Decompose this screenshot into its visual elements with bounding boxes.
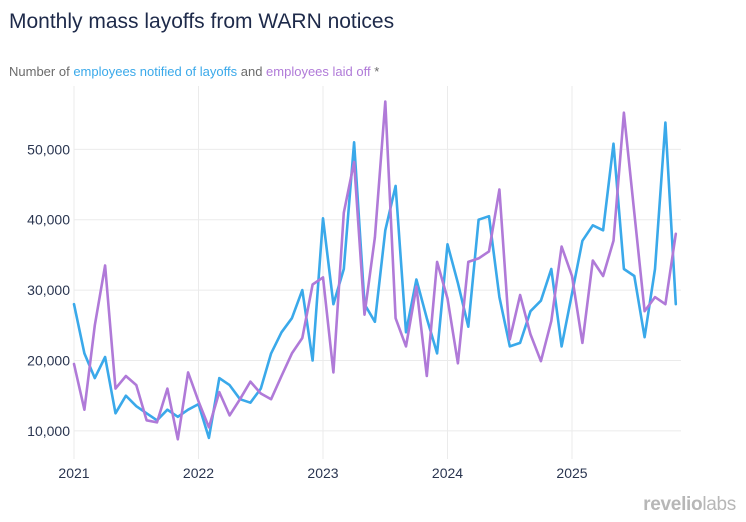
subtitle-suffix: * [370, 64, 380, 79]
legend-notified: employees notified of layoffs [73, 64, 238, 79]
y-axis: 10,000 20,000 30,000 40,000 50,000 [27, 141, 70, 439]
brand-logo: reveliolabs [643, 494, 736, 516]
chart-subtitle: Number of employees notified of layoffs … [9, 64, 379, 79]
chart-title: Monthly mass layoffs from WARN notices [9, 10, 395, 33]
grid-layer [73, 86, 681, 459]
brand-name: revelio [643, 494, 703, 515]
series-laid-off-line [72, 100, 678, 441]
y-tick-label: 10,000 [27, 423, 70, 439]
subtitle-middle: and [237, 64, 267, 79]
x-tick-label: 2025 [556, 465, 587, 481]
x-tick-label: 2023 [307, 465, 338, 481]
x-tick-label: 2022 [183, 465, 214, 481]
subtitle-prefix: Number of [9, 64, 74, 79]
x-axis: 2021 2022 2023 2024 2025 [58, 465, 587, 481]
series-notified-line [72, 121, 678, 440]
y-tick-label: 50,000 [27, 141, 70, 157]
x-tick-label: 2021 [58, 465, 89, 481]
y-tick-label: 30,000 [27, 282, 70, 298]
y-tick-label: 40,000 [27, 212, 70, 228]
series-layer [72, 100, 678, 441]
brand-suffix: labs [702, 494, 736, 515]
y-tick-label: 20,000 [27, 352, 70, 368]
x-tick-label: 2024 [432, 465, 463, 481]
legend-laid-off: employees laid off [266, 64, 371, 79]
